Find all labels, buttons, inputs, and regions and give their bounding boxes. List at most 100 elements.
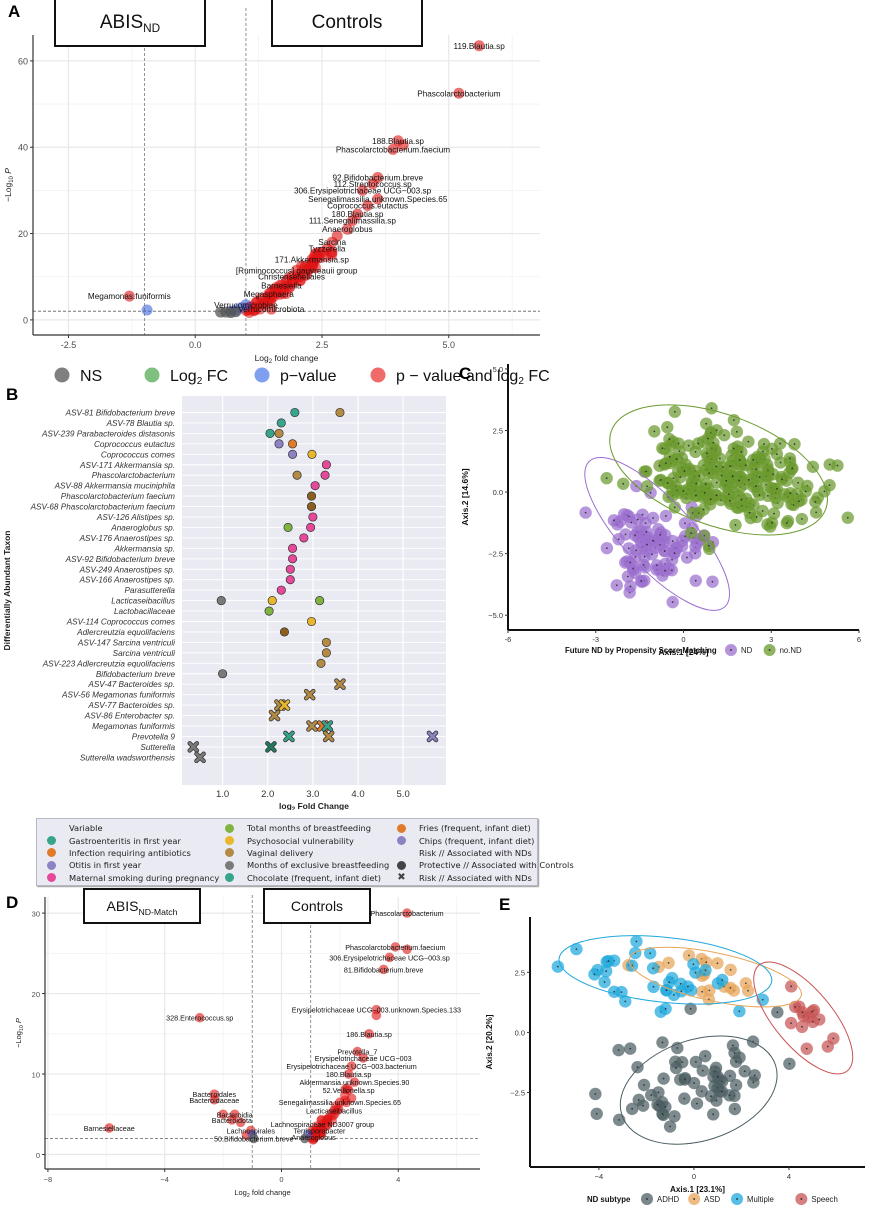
legend-swatch-none: [47, 824, 56, 833]
y-tick-label: 5.0: [493, 365, 503, 374]
x-tick-label: -2.5: [61, 340, 77, 350]
data-point-center: [755, 468, 757, 471]
data-point-center: [556, 965, 559, 968]
point-label: Phascolarctobacterium.faecium: [345, 943, 445, 952]
data-point-center: [622, 482, 625, 485]
legend-item: Chips (frequent, infant diet): [397, 834, 574, 846]
data-point-center: [710, 407, 713, 410]
point-label: 306.Erysipelotrichaceae UCG−003.sp: [294, 186, 432, 195]
category-label: Anaeroglobus sp.: [110, 523, 175, 532]
data-point-center: [785, 522, 788, 524]
data-point: [372, 193, 384, 205]
data-point-center: [644, 522, 647, 525]
data-point-center: [815, 511, 818, 514]
data-point: [321, 648, 331, 658]
x-tick-label: 6: [857, 635, 861, 644]
category-label: ASV-223 Adlercreutzia equolifaciens: [42, 659, 175, 668]
data-point-center: [641, 513, 644, 516]
data-point-x: [323, 731, 334, 742]
data-point-center: [753, 1074, 756, 1077]
y-tick-label: 10: [32, 1071, 40, 1080]
legend-label: Protective // Associated with Controls: [419, 860, 574, 871]
data-point: [209, 1094, 220, 1105]
data-point-center: [715, 494, 718, 497]
category-label: Adlercreutzia equolifaciens: [76, 628, 175, 637]
category-label: Lactobacillaceae: [114, 607, 175, 616]
data-point-center: [712, 441, 715, 444]
data-point-center: [744, 982, 747, 985]
data-point-center: [594, 1093, 597, 1095]
data-point: [397, 139, 409, 151]
panel-b-dotplot: B ASV-81 Bifidobacterium breve ASV-78 Bla…: [0, 385, 460, 813]
y-tick-label: 60: [18, 56, 28, 66]
legend-swatch-circle: [397, 836, 406, 846]
legend-label: Total months of breastfeeding: [247, 823, 372, 834]
data-point-center: [761, 510, 764, 512]
legend-swatch-center: [730, 649, 732, 651]
legend-item: Vaginal delivery: [225, 847, 389, 859]
data-point-center: [791, 467, 794, 470]
point-label: Prevotella_7: [337, 1048, 377, 1057]
data-point-center: [710, 1095, 712, 1098]
data-point-center: [818, 1018, 821, 1021]
category-label: Sutterella wadsworthensis: [80, 753, 175, 762]
data-point-center: [607, 960, 610, 962]
data-point: [307, 449, 317, 459]
data-point-center: [725, 479, 728, 482]
data-point-center: [703, 491, 706, 494]
data-point-center: [732, 1044, 734, 1047]
legend-label: Chips (frequent, infant diet): [419, 835, 535, 846]
point-label: [Ruminococcus] gauvreauii group: [236, 266, 358, 275]
data-point-center: [716, 962, 719, 965]
category-label: ASV-147 Sarcina ventriculi: [77, 638, 175, 647]
data-point-center: [771, 521, 773, 524]
legend-title: Future ND by Propensity Score Matching: [565, 646, 717, 655]
data-point-center: [773, 512, 775, 515]
legend-swatch-circle: [47, 873, 56, 883]
data-point-center: [584, 511, 587, 514]
data-point-center: [801, 1011, 804, 1014]
legend-label: ASD: [704, 1195, 720, 1204]
legend-swatch: [144, 367, 160, 383]
data-point-center: [694, 552, 697, 555]
data-point-center: [811, 1020, 814, 1023]
point-label: Senegalimassilia.unknown.Species.65: [279, 1098, 401, 1107]
data-point-center: [652, 517, 655, 519]
data-point-center: [779, 461, 782, 464]
data-point-center: [605, 547, 608, 550]
y-tick-label: −5.0: [488, 611, 503, 620]
data-point-center: [650, 1094, 653, 1096]
x-axis-title: log2 Fold Change: [279, 801, 349, 810]
data-point-center: [634, 534, 637, 537]
data-point-center: [776, 487, 778, 490]
y-tick-label: 20: [32, 990, 40, 999]
legend-label: Otitis in first year: [69, 860, 142, 871]
data-point: [315, 596, 325, 606]
data-point-center: [665, 515, 667, 517]
x-tick-label: 4: [787, 1172, 791, 1181]
data-point-center: [740, 450, 743, 453]
confidence-ellipse: [753, 961, 854, 1075]
data-point: [194, 1012, 205, 1023]
data-point-center: [664, 569, 666, 572]
data-point-center: [595, 1112, 598, 1115]
category-label: ASV-47 Bacteroides sp.: [87, 680, 175, 689]
data-point-center: [642, 564, 645, 566]
data-point-center: [575, 948, 578, 950]
data-point: [346, 1061, 357, 1071]
data-point-center: [732, 447, 735, 450]
data-point: [384, 952, 395, 963]
data-point-center: [738, 1010, 741, 1013]
x-tick-label: 3.0: [306, 789, 319, 800]
data-point: [306, 616, 317, 627]
data-point-center: [673, 410, 676, 413]
data-point: [216, 596, 226, 606]
data-point-center: [748, 511, 751, 514]
data-point-center: [694, 579, 697, 582]
data-point-center: [747, 440, 750, 443]
point-label: Lachnospiraceae ND3007 group: [271, 1120, 375, 1129]
data-point-center: [663, 550, 666, 552]
data-point-center: [672, 477, 675, 480]
legend-swatch: [254, 367, 270, 383]
group-box-controls: [263, 888, 371, 924]
